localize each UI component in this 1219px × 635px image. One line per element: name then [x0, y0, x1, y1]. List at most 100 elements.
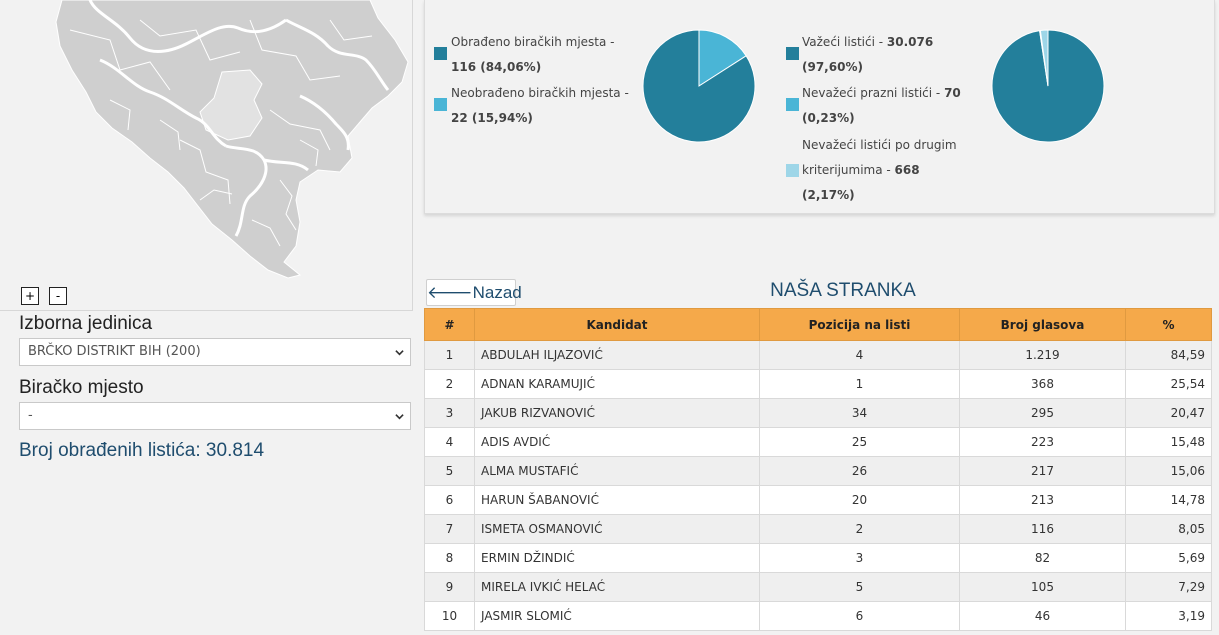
legend-swatch-drugi-kriteriji [786, 164, 799, 177]
legend-swatch-prazni [786, 98, 799, 111]
izborna-jedinica-select[interactable]: BRČKO DISTRIKT BIH (200) [19, 338, 411, 366]
biracko-mjesto-label: Biračko mjesto [19, 377, 144, 398]
cell-kandidat: JAKUB RIZVANOVIĆ [474, 398, 760, 428]
cell-percent: 15,48 [1125, 427, 1212, 457]
cell-number: 7 [424, 514, 475, 544]
cell-number: 6 [424, 485, 475, 515]
legend-obradeno: Obrađeno biračkih mjesta - 116 (84,06%) [451, 30, 615, 80]
cell-kandidat: ERMIN DŽINDIĆ [474, 543, 760, 573]
legend-vazeci-number: 30.076 [886, 35, 934, 49]
cell-pozicija: 34 [759, 398, 960, 428]
cell-number: 10 [424, 601, 475, 631]
cell-number: 8 [424, 543, 475, 573]
header-percent[interactable]: % [1125, 308, 1212, 341]
cell-kandidat: ALMA MUSTAFIĆ [474, 456, 760, 486]
legend-swatch-vazeci [786, 47, 799, 60]
table-row: 8 ERMIN DŽINDIĆ 3 82 5,69 [424, 543, 1212, 573]
cell-pozicija: 6 [759, 601, 960, 631]
polling-stations-pie [642, 29, 756, 143]
legend-prazni: Nevažeći prazni listići - 70 (0,23%) [802, 81, 961, 131]
cell-pozicija: 20 [759, 485, 960, 515]
legend-swatch-neobradeno [434, 98, 447, 111]
map-canvas[interactable] [0, 0, 412, 310]
legend-obradeno-label: Obrađeno biračkih mjesta - [451, 35, 615, 49]
header-pozicija[interactable]: Pozicija na listi [759, 308, 960, 341]
cell-pozicija: 25 [759, 427, 960, 457]
legend-drugi-kriteriji-label-1: Nevažeći listići po drugim [802, 138, 957, 152]
ballots-pie [991, 29, 1105, 143]
table-row: 4 ADIS AVDIĆ 25 223 15,48 [424, 427, 1212, 457]
legend-obradeno-value: 116 (84,06%) [451, 60, 542, 74]
legend-prazni-label: Nevažeći prazni listići - [802, 86, 945, 100]
cell-percent: 3,19 [1125, 601, 1212, 631]
table-row: 5 ALMA MUSTAFIĆ 26 217 15,06 [424, 456, 1212, 486]
table-header-row: # Kandidat Pozicija na listi Broj glasov… [424, 308, 1212, 341]
back-button-label: Nazad [472, 283, 522, 302]
cell-kandidat: HARUN ŠABANOVIĆ [474, 485, 760, 515]
cell-broj-glasova: 1.219 [959, 340, 1126, 370]
stats-panel: Obrađeno biračkih mjesta - 116 (84,06%) … [424, 0, 1215, 214]
biracko-mjesto-select[interactable]: - [19, 402, 411, 430]
izborna-jedinica-label: Izborna jedinica [19, 313, 153, 334]
cell-number: 3 [424, 398, 475, 428]
cell-number: 4 [424, 427, 475, 457]
legend-drugi-kriteriji-number: 668 [894, 163, 920, 177]
biracko-mjesto-value: - [28, 408, 33, 423]
cell-broj-glasova: 368 [959, 369, 1126, 399]
legend-neobradeno-value: 22 (15,94%) [451, 111, 533, 125]
table-row: 2 ADNAN KARAMUJIĆ 1 368 25,54 [424, 369, 1212, 399]
legend-prazni-number: 70 [944, 86, 961, 100]
map-highlight-region[interactable] [199, 69, 263, 141]
ballots-pie-slice-2[interactable] [1039, 29, 1049, 87]
cell-pozicija: 4 [759, 340, 960, 370]
header-kandidat[interactable]: Kandidat [474, 308, 760, 341]
cell-pozicija: 1 [759, 369, 960, 399]
zoom-out-button[interactable]: - [49, 287, 67, 305]
polling-stations-pie-slice-0[interactable] [698, 29, 747, 87]
header-broj-glasova[interactable]: Broj glasova [959, 308, 1126, 341]
cell-pozicija: 26 [759, 456, 960, 486]
cell-broj-glasova: 213 [959, 485, 1126, 515]
table-row: 10 JASMIR SLOMIĆ 6 46 3,19 [424, 601, 1212, 631]
cell-broj-glasova: 105 [959, 572, 1126, 602]
cell-pozicija: 2 [759, 514, 960, 544]
processed-ballots-count: Broj obrađenih listića: 30.814 [19, 440, 265, 461]
table-row: 7 ISMETA OSMANOVIĆ 2 116 8,05 [424, 514, 1212, 544]
cell-number: 9 [424, 572, 475, 602]
cell-broj-glasova: 295 [959, 398, 1126, 428]
table-row: 6 HARUN ŠABANOVIĆ 20 213 14,78 [424, 485, 1212, 515]
legend-drugi-kriteriji: Nevažeći listići po drugim kriterijumima… [802, 133, 957, 208]
cell-percent: 84,59 [1125, 340, 1212, 370]
cell-broj-glasova: 116 [959, 514, 1126, 544]
cell-percent: 14,78 [1125, 485, 1212, 515]
legend-swatch-obradeno [434, 47, 447, 60]
legend-vazeci-percent: (97,60%) [802, 60, 863, 74]
zoom-in-button[interactable]: + [21, 287, 39, 305]
chevron-down-icon [395, 350, 404, 356]
legend-vazeci: Važeći listići - 30.076 (97,60%) [802, 30, 933, 80]
cell-pozicija: 5 [759, 572, 960, 602]
cell-kandidat: ISMETA OSMANOVIĆ [474, 514, 760, 544]
candidates-table: # Kandidat Pozicija na listi Broj glasov… [424, 308, 1212, 631]
map-municipal-borders [69, 19, 373, 247]
election-map[interactable]: + - [0, 0, 413, 311]
cell-broj-glasova: 223 [959, 427, 1126, 457]
arrow-left-icon: 🡐 [427, 283, 473, 302]
cell-number: 1 [424, 340, 475, 370]
polling-stations-pie-slice-1[interactable] [642, 29, 756, 143]
party-title: NAŠA STRANKA [770, 280, 916, 301]
cell-percent: 5,69 [1125, 543, 1212, 573]
legend-drugi-kriteriji-percent: (2,17%) [802, 188, 855, 202]
legend-neobradeno: Neobrađeno biračkih mjesta - 22 (15,94%) [451, 81, 629, 131]
legend-vazeci-label: Važeći listići - [802, 35, 887, 49]
cell-broj-glasova: 82 [959, 543, 1126, 573]
back-button[interactable]: 🡐Nazad [426, 279, 522, 306]
header-number[interactable]: # [424, 308, 475, 341]
table-row: 1 ABDULAH ILJAZOVIĆ 4 1.219 84,59 [424, 340, 1212, 370]
cell-percent: 7,29 [1125, 572, 1212, 602]
table-row: 3 JAKUB RIZVANOVIĆ 34 295 20,47 [424, 398, 1212, 428]
legend-neobradeno-label: Neobrađeno biračkih mjesta - [451, 86, 629, 100]
table-row: 9 MIRELA IVKIĆ HELAĆ 5 105 7,29 [424, 572, 1212, 602]
chevron-down-icon [395, 414, 404, 420]
legend-drugi-kriteriji-label-2: kriterijumima - [802, 163, 895, 177]
